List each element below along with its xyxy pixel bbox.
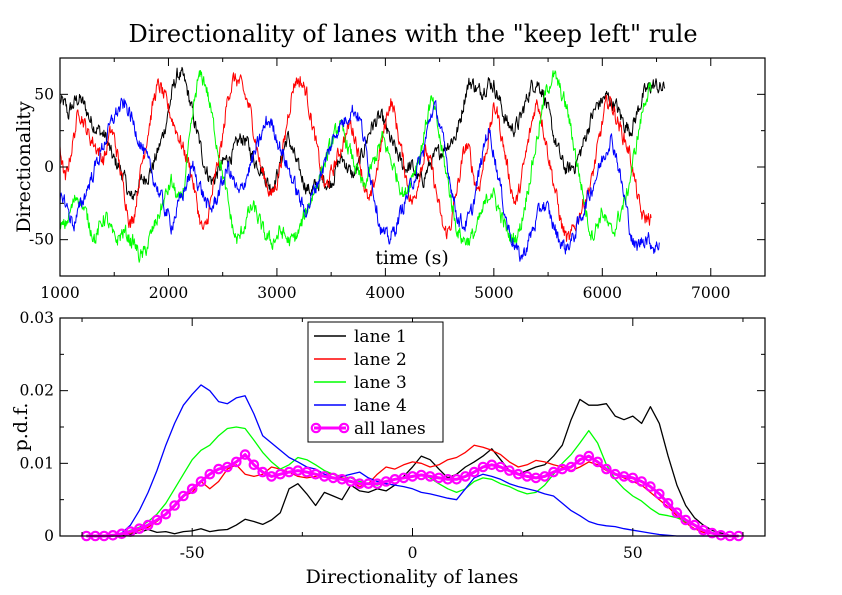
top-ticks-group: 1000 2000 3000 4000 5000 6000 7000 -50 0 50 — [29, 58, 765, 302]
top-plot-border — [59, 57, 766, 277]
top-y-tick-label: -50 — [29, 231, 54, 249]
top-series-group — [59, 66, 666, 263]
all-lanes-point — [257, 466, 268, 478]
all-lanes-point — [204, 468, 216, 480]
top-panel: 1000 2000 3000 4000 5000 6000 7000 -50 0 50 Direc… — [13, 57, 766, 302]
legend-label-lane-2: lane 2 — [354, 350, 407, 370]
bottom-y-tick-label: 0.01 — [19, 454, 54, 472]
all-lanes-point — [134, 523, 145, 534]
all-lanes-point — [653, 488, 665, 500]
legend-label-lane-3: lane 3 — [354, 373, 407, 393]
legend-label-lane-4: lane 4 — [354, 396, 407, 416]
top-x-tick-label: 5000 — [474, 284, 513, 302]
all-lanes-point — [645, 481, 656, 492]
all-lanes-point — [697, 524, 709, 536]
all-lanes-point — [627, 472, 639, 484]
top-x-axis-label: time (s) — [375, 247, 449, 269]
top-x-tick-label: 7000 — [691, 284, 730, 302]
all-lanes-point — [151, 514, 163, 526]
top-series-lane-2 — [59, 72, 652, 242]
all-lanes-point — [504, 465, 515, 476]
all-lanes-point — [169, 500, 180, 511]
all-lanes-point — [460, 471, 471, 482]
bottom-series-lane-4 — [86, 384, 739, 537]
bottom-y-axis-label: p.d.f. — [10, 403, 32, 452]
all-lanes-point — [689, 519, 700, 531]
chart-title: Directionality of lanes with the "keep l… — [128, 20, 697, 48]
all-lanes-point — [222, 461, 233, 473]
all-lanes-point — [548, 466, 559, 478]
all-lanes-point — [601, 463, 612, 475]
top-y-tick-label: 0 — [44, 158, 54, 176]
top-series-lane-4 — [59, 97, 660, 262]
bottom-y-tick-label: 0 — [44, 527, 54, 545]
bottom-x-tick-label: 50 — [623, 544, 643, 562]
all-lanes-point — [565, 461, 577, 473]
bottom-series-lane-1 — [86, 398, 739, 537]
legend-entries: lane 1 lane 2 lane 3 lane 4 all lanes — [310, 327, 426, 439]
all-lanes-point — [495, 461, 506, 473]
all-lanes-point — [231, 456, 242, 468]
all-lanes-point — [539, 471, 550, 482]
top-x-tick-label: 3000 — [257, 284, 296, 302]
all-lanes-point — [583, 450, 595, 462]
all-lanes-point — [662, 497, 674, 509]
top-y-axis-label: Directionality — [13, 101, 35, 233]
bottom-panel: -50 0 50 0 0.01 0.02 0.03 p.d.f. Directionalit… — [10, 309, 766, 588]
all-lanes-point — [186, 483, 198, 495]
bottom-y-tick-label: 0.03 — [19, 309, 54, 327]
all-lanes-point — [160, 508, 172, 520]
all-lanes-point — [248, 459, 260, 471]
bottom-series-group — [81, 384, 744, 542]
all-lanes-point — [592, 456, 603, 468]
legend-label-all-lanes: all lanes — [354, 419, 426, 439]
all-lanes-point — [574, 454, 586, 465]
bottom-x-axis-label: Directionality of lanes — [306, 566, 519, 588]
top-series-lane-1 — [59, 66, 666, 201]
top-x-tick-label: 6000 — [583, 284, 622, 302]
bottom-ticks-group: -50 0 50 0 0.01 0.02 0.03 — [19, 309, 765, 562]
all-lanes-point — [671, 507, 683, 518]
bottom-y-tick-label: 0.02 — [19, 382, 54, 400]
top-x-tick-label: 2000 — [149, 284, 188, 302]
legend-marker-left — [310, 422, 322, 434]
top-y-tick-label: 50 — [34, 85, 54, 103]
bottom-plot-border — [59, 317, 766, 537]
all-lanes-point — [178, 490, 189, 502]
all-lanes-point — [239, 449, 251, 460]
top-series-lane-3 — [59, 70, 652, 263]
top-x-tick-label: 4000 — [366, 284, 405, 302]
bottom-x-tick-label: -50 — [180, 544, 205, 562]
all-lanes-point — [636, 476, 647, 487]
bottom-x-tick-label: 0 — [408, 544, 418, 562]
legend-label-lane-1: lane 1 — [354, 327, 407, 347]
all-lanes-point — [451, 473, 462, 485]
all-lanes-point — [195, 476, 207, 487]
all-lanes-point — [142, 519, 154, 531]
all-lanes-point — [468, 466, 480, 478]
legend: lane 1 lane 2 lane 3 lane 4 all lanes — [307, 321, 444, 443]
legend-marker-right — [338, 422, 350, 434]
all-lanes-point — [680, 514, 691, 526]
top-x-tick-label: 1000 — [40, 284, 79, 302]
